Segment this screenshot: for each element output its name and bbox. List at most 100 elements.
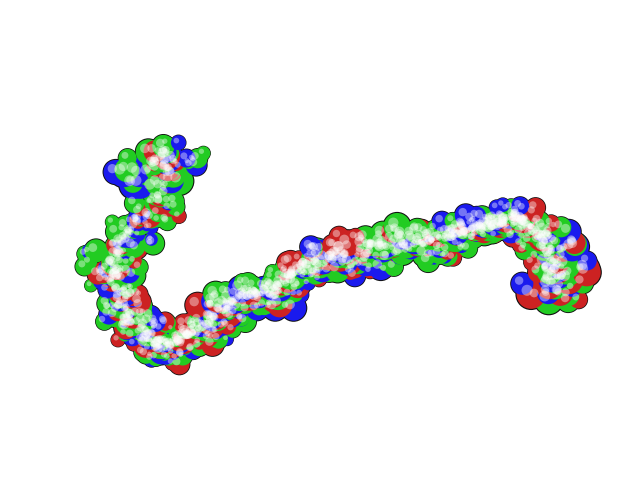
Circle shape: [532, 215, 540, 223]
Circle shape: [463, 233, 468, 238]
Circle shape: [301, 253, 321, 273]
Circle shape: [389, 244, 410, 264]
Circle shape: [553, 264, 584, 295]
Circle shape: [156, 324, 161, 329]
Circle shape: [285, 273, 311, 299]
Circle shape: [215, 300, 235, 319]
Circle shape: [252, 300, 267, 315]
Circle shape: [502, 204, 508, 210]
Circle shape: [159, 333, 173, 347]
Circle shape: [97, 293, 117, 314]
Circle shape: [163, 203, 170, 209]
Circle shape: [334, 229, 362, 257]
Circle shape: [106, 221, 127, 242]
Circle shape: [104, 256, 121, 273]
Circle shape: [280, 275, 289, 284]
Circle shape: [405, 219, 429, 244]
Circle shape: [209, 292, 218, 301]
Circle shape: [310, 264, 328, 281]
Circle shape: [170, 156, 184, 169]
Circle shape: [267, 283, 289, 305]
Circle shape: [127, 211, 148, 231]
Circle shape: [146, 223, 152, 228]
Circle shape: [137, 327, 155, 345]
Circle shape: [113, 272, 127, 286]
Circle shape: [429, 243, 450, 265]
Circle shape: [152, 207, 159, 214]
Circle shape: [197, 315, 223, 340]
Circle shape: [158, 212, 177, 231]
Circle shape: [243, 281, 268, 306]
Circle shape: [476, 225, 486, 234]
Circle shape: [234, 273, 252, 291]
Circle shape: [471, 220, 488, 238]
Circle shape: [263, 276, 281, 294]
Circle shape: [268, 288, 287, 308]
Circle shape: [186, 153, 200, 166]
Circle shape: [221, 302, 239, 319]
Circle shape: [303, 240, 321, 258]
Circle shape: [388, 238, 417, 266]
Circle shape: [480, 219, 504, 243]
Circle shape: [364, 236, 385, 257]
Circle shape: [255, 280, 273, 298]
Circle shape: [111, 298, 131, 318]
Circle shape: [107, 266, 122, 282]
Circle shape: [460, 227, 468, 235]
Circle shape: [156, 171, 173, 188]
Circle shape: [305, 250, 324, 269]
Circle shape: [504, 211, 527, 233]
Circle shape: [480, 231, 486, 237]
Circle shape: [417, 225, 443, 250]
Circle shape: [390, 222, 416, 248]
Circle shape: [109, 265, 132, 289]
Circle shape: [540, 263, 556, 279]
Circle shape: [385, 258, 403, 276]
Circle shape: [146, 333, 172, 360]
Circle shape: [307, 244, 331, 267]
Circle shape: [271, 287, 279, 295]
Circle shape: [451, 229, 458, 237]
Circle shape: [192, 322, 209, 339]
Circle shape: [505, 210, 525, 230]
Circle shape: [465, 219, 488, 243]
Circle shape: [144, 310, 166, 333]
Circle shape: [262, 275, 282, 294]
Circle shape: [204, 319, 219, 335]
Circle shape: [309, 255, 332, 278]
Circle shape: [409, 224, 419, 233]
Circle shape: [137, 310, 162, 334]
Circle shape: [541, 237, 548, 244]
Circle shape: [282, 301, 288, 308]
Circle shape: [170, 335, 189, 355]
Circle shape: [145, 233, 158, 246]
Circle shape: [312, 266, 319, 273]
Circle shape: [176, 349, 184, 357]
Circle shape: [531, 226, 554, 249]
Circle shape: [543, 270, 553, 280]
Circle shape: [199, 323, 218, 342]
Circle shape: [282, 279, 289, 287]
Circle shape: [503, 228, 522, 247]
Circle shape: [563, 232, 587, 256]
Circle shape: [408, 229, 433, 253]
Circle shape: [358, 234, 383, 260]
Circle shape: [453, 229, 461, 238]
Circle shape: [122, 172, 144, 193]
Circle shape: [412, 236, 421, 245]
Circle shape: [113, 250, 121, 257]
Circle shape: [126, 216, 131, 222]
Circle shape: [147, 332, 167, 352]
Circle shape: [365, 266, 371, 272]
Circle shape: [517, 239, 534, 255]
Circle shape: [545, 259, 571, 285]
Circle shape: [170, 157, 177, 164]
Circle shape: [234, 310, 250, 326]
Circle shape: [508, 214, 516, 221]
Circle shape: [369, 248, 388, 267]
Circle shape: [184, 292, 211, 319]
Circle shape: [120, 221, 141, 242]
Circle shape: [165, 167, 175, 176]
Circle shape: [392, 227, 415, 249]
Circle shape: [542, 252, 568, 278]
